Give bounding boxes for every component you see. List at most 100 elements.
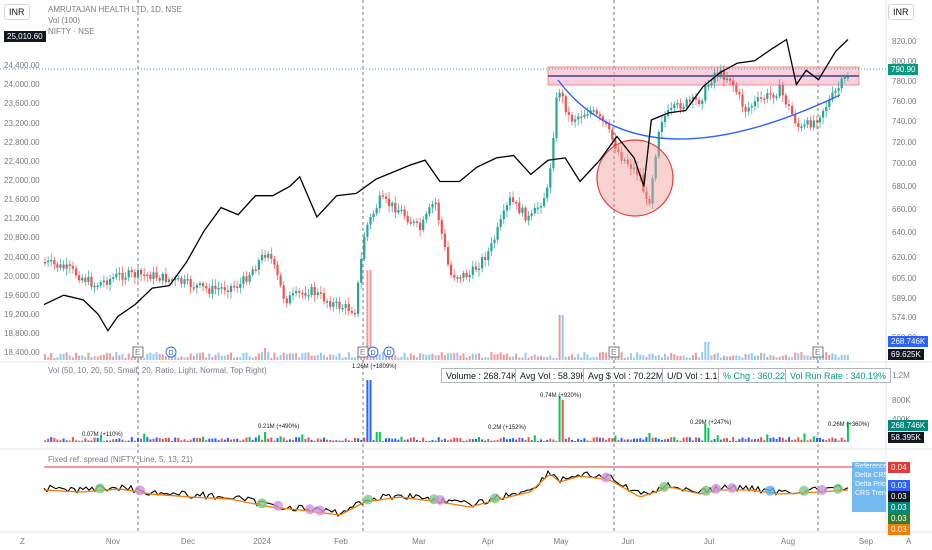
volume-bar [304, 438, 307, 442]
right-axis-tick: 605.00 [892, 274, 917, 283]
candle-body [574, 119, 577, 122]
main-volume-bar [769, 355, 772, 360]
main-volume-bar [248, 356, 251, 360]
spread-signal-dot [701, 485, 711, 496]
main-volume-bar [217, 352, 220, 360]
main-volume-bar [155, 352, 158, 360]
candle-body [617, 149, 620, 153]
volume-bar [347, 440, 350, 442]
auto-scale-icon[interactable]: A [906, 537, 912, 546]
volume-spike-label: 0.2M (+152%) [488, 425, 526, 431]
volume-bar [462, 440, 465, 442]
volume-bar [251, 440, 254, 442]
spread-signal-dots [95, 472, 843, 516]
main-volume-bar [208, 353, 211, 360]
volume-bar [87, 440, 90, 442]
main-volume-bar [757, 355, 759, 360]
main-volume-bar [781, 355, 784, 360]
candle-body [775, 96, 778, 98]
main-volume-bar [571, 354, 573, 360]
candle-body [707, 85, 710, 87]
main-volume-bar [307, 352, 310, 360]
main-volume-bar [614, 357, 617, 360]
candle-body [586, 114, 589, 116]
candle-body [468, 274, 471, 278]
volume-bar [357, 438, 360, 442]
candle-body [570, 114, 574, 122]
candle-body [124, 277, 127, 280]
main-volume-bar [536, 356, 539, 360]
main-volume-bar [161, 354, 164, 360]
svg-text:D: D [387, 350, 392, 357]
volume-bar [614, 435, 617, 442]
main-volume-bar [496, 354, 499, 360]
volume-bar [533, 435, 536, 442]
volume-bar [217, 440, 220, 442]
candle-body [527, 215, 530, 221]
main-volume-bar [524, 352, 527, 360]
candle-body [397, 209, 400, 213]
currency-selector-right[interactable]: INR [888, 4, 914, 20]
volume-bar [335, 440, 338, 442]
main-volume-bar [447, 353, 449, 360]
main-volume-bar [639, 354, 642, 360]
main-volume-bar [704, 342, 707, 360]
candle-body [564, 96, 567, 113]
candle-body [136, 270, 140, 278]
candle-body [375, 208, 378, 214]
volume-bar [459, 438, 462, 442]
main-volume-bar [354, 357, 356, 360]
volume-bar [394, 438, 397, 442]
main-volume-bar [775, 357, 778, 360]
candle-body [481, 257, 484, 269]
candle-body [704, 85, 707, 101]
volume-bar [295, 437, 298, 442]
candle-body [778, 85, 781, 97]
main-volume-bar [682, 355, 685, 360]
price-last-tag: 790.90 [888, 64, 919, 75]
candle-body [654, 156, 657, 179]
volume-bar [416, 440, 418, 442]
volume-bar [434, 440, 437, 442]
volume-bar [78, 440, 81, 442]
volume-bar [301, 434, 304, 442]
candle-body [543, 198, 546, 207]
volume-bar [735, 440, 738, 442]
volume-bar [140, 438, 143, 442]
volume-bar [698, 437, 701, 442]
zoom-icon[interactable]: Z [20, 537, 25, 546]
main-volume-bar [453, 353, 456, 360]
volume-bar [56, 439, 59, 442]
candle-body [546, 187, 549, 199]
main-volume-bar [273, 352, 276, 360]
time-axis-tick: Feb [334, 537, 348, 546]
svg-text:E: E [611, 348, 616, 357]
main-volume-bar [270, 357, 273, 360]
candle-body [285, 298, 288, 304]
main-volume-bar [815, 355, 818, 360]
volume-bar [456, 437, 459, 442]
volume-bar [391, 438, 394, 442]
volume-bar [102, 440, 105, 442]
spread-signal-dot [490, 493, 500, 504]
volume-bar [797, 437, 800, 442]
currency-selector-left[interactable]: INR [4, 4, 30, 20]
volume-bar [378, 432, 381, 442]
volume-bar [822, 439, 825, 442]
main-volume-bar [394, 355, 397, 360]
volume-bar [267, 438, 270, 442]
volume-bar [763, 440, 766, 442]
event-markers: E D E D D E E [132, 346, 824, 358]
volume-bar [338, 440, 341, 442]
candle-body [282, 285, 285, 299]
candle-body [350, 310, 353, 313]
spread-line [43, 469, 849, 517]
main-volume-bar [319, 352, 322, 360]
volume-bar [608, 437, 611, 442]
volume-stat: Vol Run Rate : 340.19% [785, 368, 892, 383]
volume-bar [208, 438, 211, 442]
candle-body [341, 308, 344, 310]
candle-body [846, 76, 849, 79]
main-volume-bar [288, 353, 291, 360]
spread-signal-dot [799, 485, 809, 496]
